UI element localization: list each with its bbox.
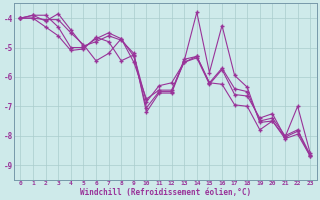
X-axis label: Windchill (Refroidissement éolien,°C): Windchill (Refroidissement éolien,°C): [80, 188, 251, 197]
